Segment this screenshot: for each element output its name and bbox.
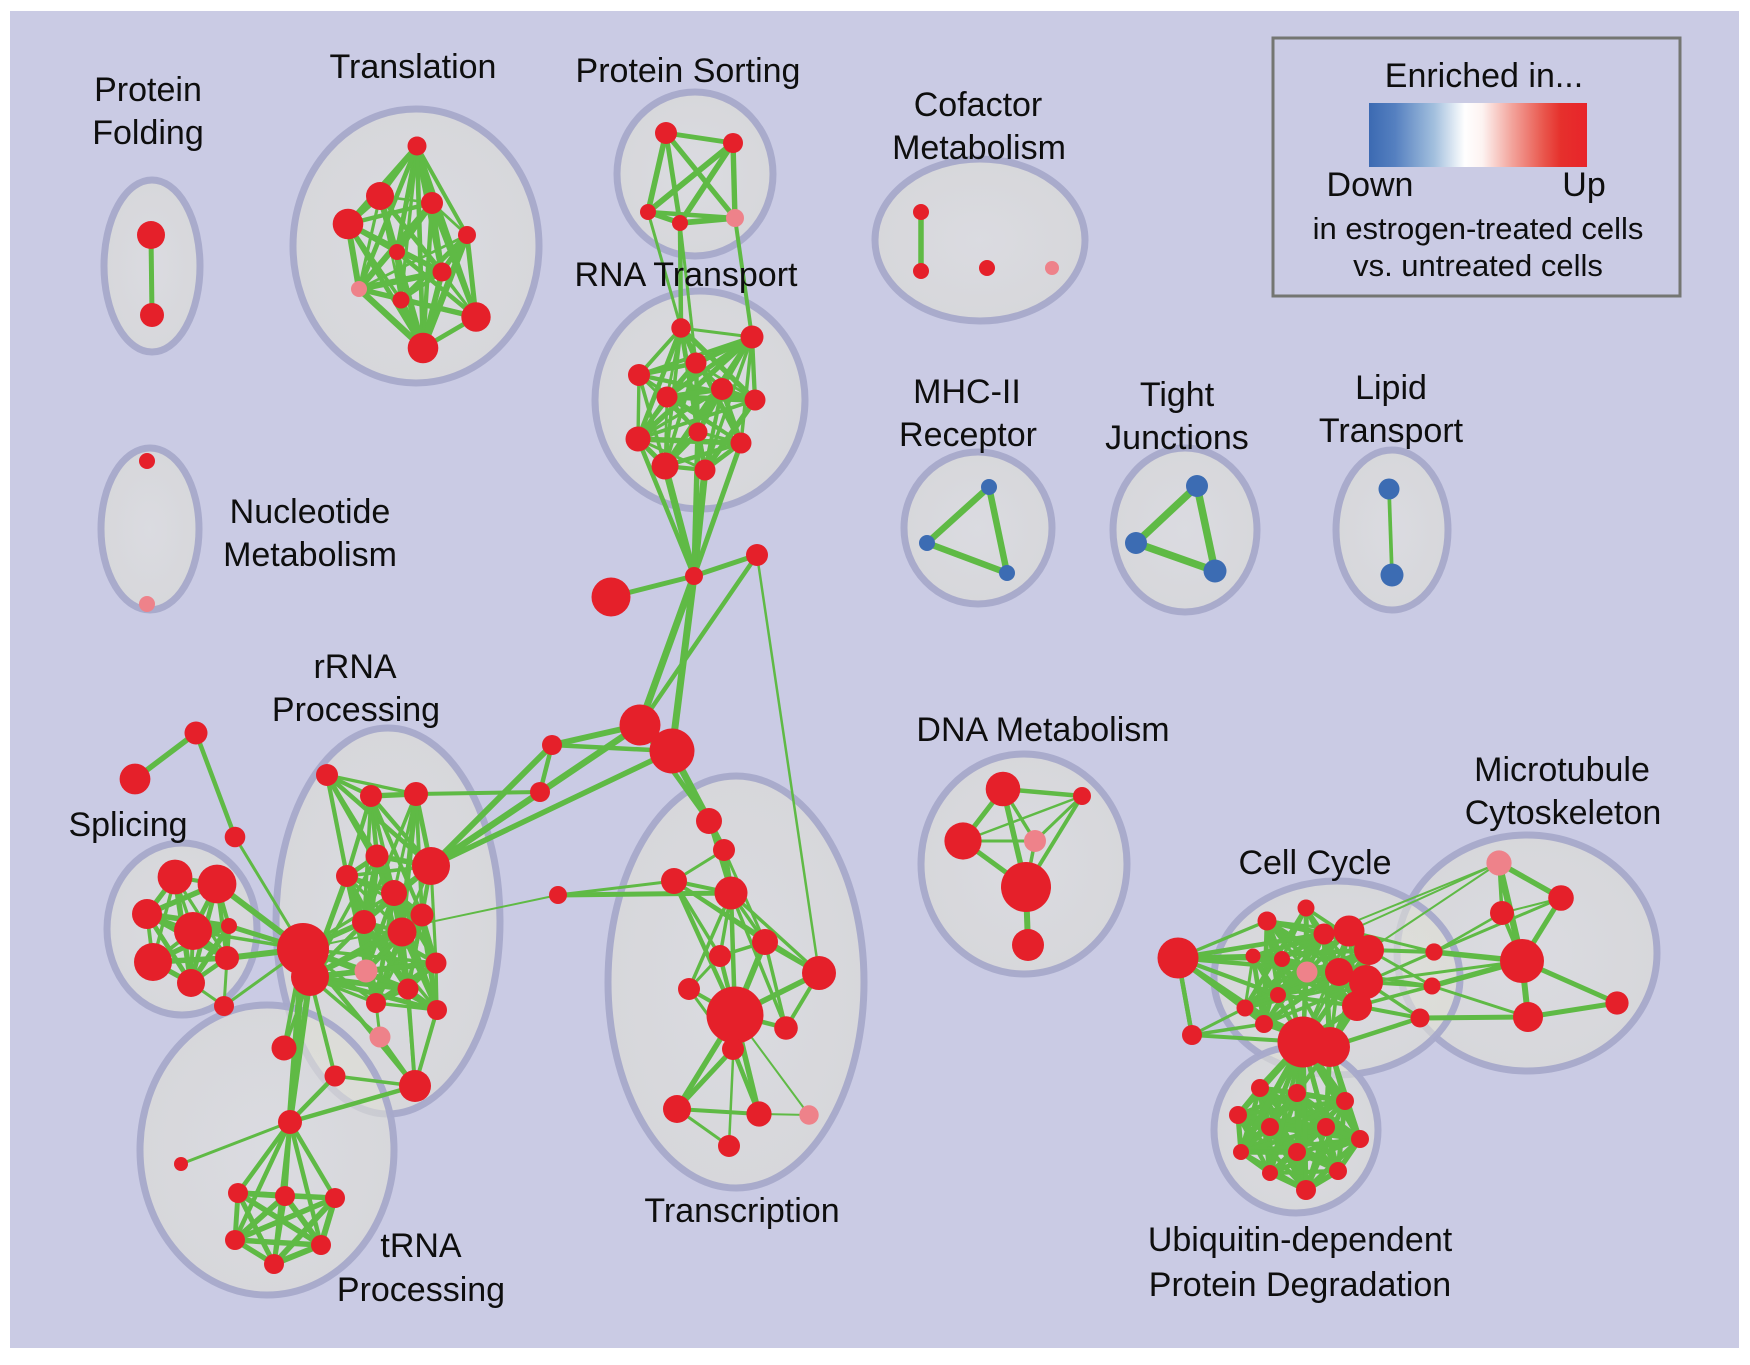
svg-text:Splicing: Splicing [68,806,187,844]
svg-text:Folding: Folding [92,114,204,152]
svg-text:Protein: Protein [94,71,202,109]
svg-text:Microtubule: Microtubule [1474,751,1650,789]
svg-text:Protein Degradation: Protein Degradation [1149,1266,1451,1304]
svg-text:RNA Transport: RNA Transport [575,256,799,294]
svg-text:Ubiquitin-dependent: Ubiquitin-dependent [1148,1221,1453,1259]
svg-text:vs. untreated cells: vs. untreated cells [1353,248,1603,283]
svg-text:Transcription: Transcription [644,1192,839,1230]
svg-text:Nucleotide: Nucleotide [230,493,391,531]
svg-text:MHC-II: MHC-II [913,373,1021,411]
svg-text:Cell Cycle: Cell Cycle [1238,844,1391,882]
svg-text:Up: Up [1562,166,1605,204]
svg-text:Transport: Transport [1319,412,1464,450]
svg-text:Down: Down [1327,166,1414,204]
svg-text:Lipid: Lipid [1355,369,1427,407]
svg-text:Translation: Translation [330,48,497,86]
svg-text:Enriched in...: Enriched in... [1385,57,1583,95]
svg-text:Tight: Tight [1140,376,1215,414]
svg-text:Cofactor: Cofactor [914,86,1043,124]
svg-text:Protein Sorting: Protein Sorting [576,52,801,90]
svg-text:Cytoskeleton: Cytoskeleton [1465,794,1662,832]
svg-text:Metabolism: Metabolism [892,129,1066,167]
svg-text:Receptor: Receptor [899,416,1037,454]
svg-text:Processing: Processing [272,691,440,729]
svg-text:tRNA: tRNA [380,1227,462,1265]
svg-text:Processing: Processing [337,1271,505,1309]
svg-text:DNA Metabolism: DNA Metabolism [916,711,1169,749]
svg-text:Junctions: Junctions [1105,419,1249,457]
svg-text:Metabolism: Metabolism [223,536,397,574]
svg-text:rRNA: rRNA [313,648,396,686]
svg-text:in estrogen-treated cells: in estrogen-treated cells [1313,211,1644,246]
